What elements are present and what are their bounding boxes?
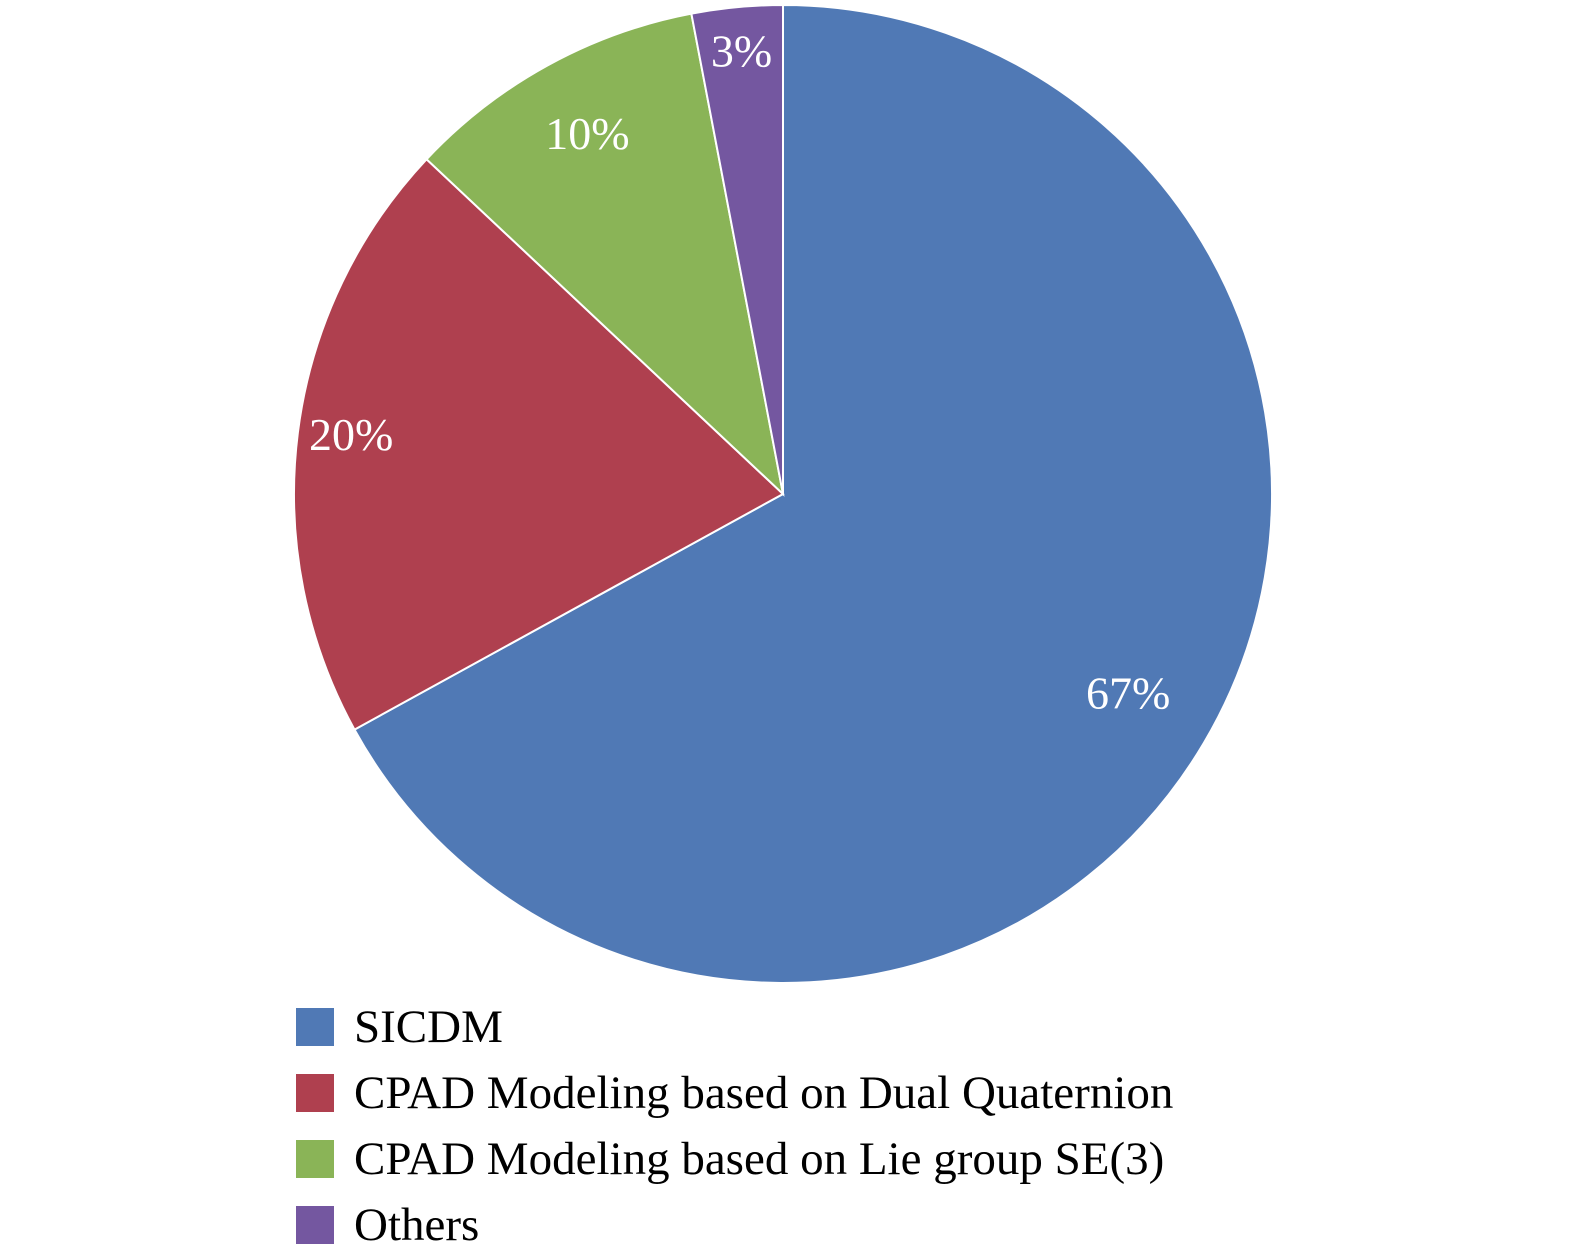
pie-slice-cpad-modeling-based-on-dual-quaternion [293, 157, 785, 731]
pie-slice-sicdm [353, 3, 1273, 984]
pie-slices [293, 3, 1273, 984]
legend-swatch [296, 1074, 334, 1112]
legend: SICDM CPAD Modeling based on Dual Quater… [296, 994, 1173, 1258]
legend-item-lie-group: CPAD Modeling based on Lie group SE(3) [296, 1126, 1173, 1192]
legend-item-others: Others [296, 1192, 1173, 1258]
legend-label: CPAD Modeling based on Dual Quaternion [354, 1067, 1174, 1119]
legend-swatch [296, 1140, 334, 1178]
pie-chart: 67% 20% 10% 3% [293, 3, 1273, 984]
legend-swatch [296, 1206, 334, 1244]
legend-item-sicdm: SICDM [296, 994, 1173, 1060]
slice-data-label: 20% [309, 409, 393, 460]
legend-label: SICDM [354, 1001, 503, 1053]
legend-label: Others [354, 1199, 480, 1251]
pie-slice-others [690, 3, 784, 495]
legend-swatch [296, 1008, 334, 1046]
slice-data-label: 10% [545, 108, 629, 159]
legend-label: CPAD Modeling based on Lie group SE(3) [354, 1133, 1165, 1185]
slice-data-label: 67% [1086, 668, 1170, 719]
pie-labels: 67% 20% 10% 3% [309, 25, 1170, 718]
legend-item-dual-quaternion: CPAD Modeling based on Dual Quaternion [296, 1060, 1173, 1126]
slice-data-label: 3% [711, 25, 772, 76]
pie-slice-cpad-modeling-based-on-lie-group-se-3 [425, 12, 785, 497]
